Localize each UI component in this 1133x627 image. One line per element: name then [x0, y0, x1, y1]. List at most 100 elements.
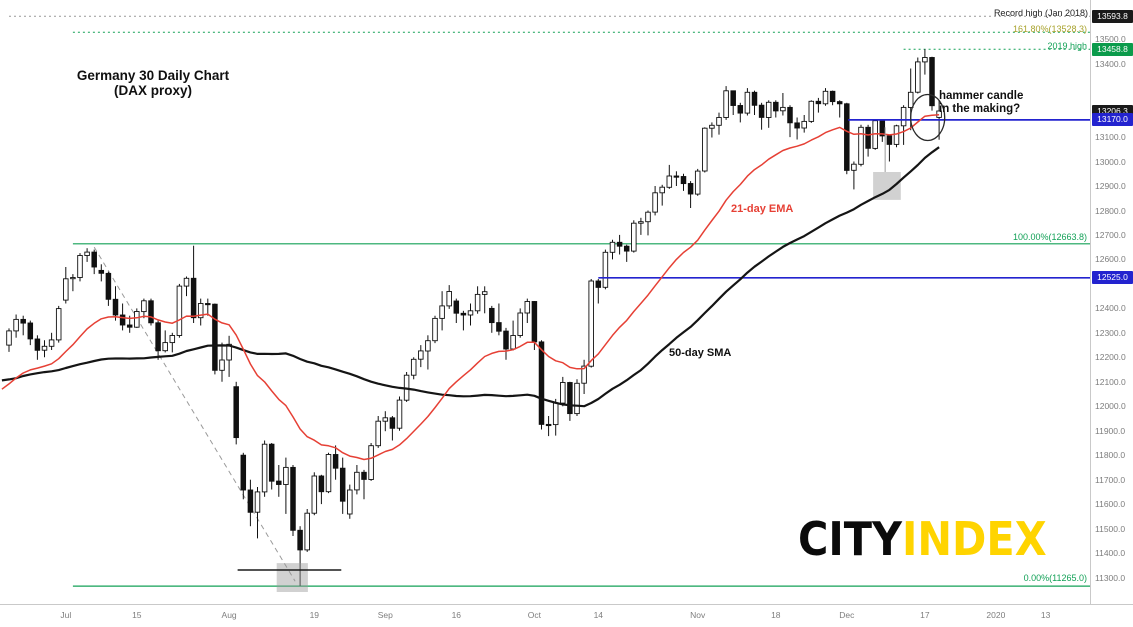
hammer-note-line1: hammer candle	[939, 90, 1024, 102]
y-axis-label: 12100.0	[1095, 376, 1126, 387]
candle-body	[822, 90, 829, 105]
candle-body	[20, 318, 26, 324]
x-axis-label: Aug	[221, 610, 237, 620]
fib-0-label: 0.00%(11265.0)	[1023, 573, 1087, 583]
x-axis-label: 17	[920, 610, 930, 620]
y-axis-label: 11800.0	[1095, 450, 1126, 461]
candle-body	[545, 423, 552, 427]
candle-body	[709, 124, 715, 129]
candle-body	[425, 340, 431, 352]
ema-line	[1, 114, 940, 461]
candle-body	[219, 359, 225, 371]
y-axis-label: 11500.0	[1095, 523, 1126, 534]
y-axis-label: 13400.0	[1095, 58, 1126, 69]
candle-body	[616, 241, 623, 247]
candle-body	[702, 127, 708, 172]
candle-body	[844, 103, 850, 171]
candle-body	[212, 303, 218, 371]
x-axis-label: 18	[771, 610, 781, 620]
candle-body	[552, 402, 559, 426]
candle-body	[141, 300, 147, 313]
candle-body	[254, 491, 261, 513]
candle-body	[574, 382, 580, 415]
candle-body	[48, 339, 55, 347]
candle-body	[240, 454, 247, 491]
y-axis-label: 11400.0	[1095, 548, 1126, 559]
ema-line-label: 21-day EMA	[731, 203, 794, 215]
hammer-note: hammer candle in the making?	[939, 90, 1023, 115]
x-axis-label: 13	[1040, 610, 1051, 620]
candle-body	[716, 117, 722, 126]
candle-body	[602, 251, 609, 288]
candle-body	[41, 345, 48, 351]
candle-body	[190, 277, 197, 319]
candle-body	[524, 301, 531, 314]
candle-body	[730, 90, 736, 106]
candle-body	[666, 175, 673, 188]
y-axis-label: 12300.0	[1095, 327, 1126, 338]
price-axis[interactable]: 13500.0 13400.0 13100.0 13000.0 12900.0 12800…	[1090, 0, 1133, 604]
candle-body	[645, 211, 651, 223]
candle-body	[496, 322, 502, 332]
candle-body	[268, 443, 275, 482]
candle-body	[126, 324, 133, 328]
hammer-note-line2: in the making?	[939, 102, 1021, 115]
sma-line	[1, 146, 940, 408]
candle-body	[318, 475, 325, 493]
candle-body	[915, 61, 921, 93]
candle-body	[538, 341, 545, 425]
y-axis-label: 12000.0	[1095, 401, 1126, 412]
candle-body	[247, 489, 254, 513]
candle-body	[581, 365, 587, 384]
y-axis-label: 12800.0	[1095, 205, 1126, 216]
candle-body	[687, 183, 694, 195]
candle-body	[375, 420, 381, 447]
chart-title-line1: Germany 30 Daily Chart	[76, 68, 230, 83]
x-axis-label: 2020	[986, 610, 1006, 620]
candle-body	[432, 317, 438, 342]
candle-body	[410, 358, 417, 376]
candle-body	[84, 251, 90, 256]
x-axis-label: 19	[309, 610, 320, 620]
candle-body	[276, 480, 282, 485]
candle-body	[765, 101, 772, 118]
candle-body	[567, 382, 573, 415]
candle-body	[836, 101, 843, 105]
candle-body	[829, 90, 836, 103]
y-axis-label: 12900.0	[1095, 181, 1126, 191]
candle-body	[148, 300, 154, 324]
candle-body	[893, 125, 900, 145]
y-axis-label: 11300.0	[1095, 572, 1126, 583]
candle-body	[290, 466, 296, 531]
sma-line-label: 50-day SMA	[669, 347, 732, 359]
time-axis[interactable]: Jul 15 Aug 19 Sep 16 Oct 14 Nov 18 Dec 17 2020 13	[0, 604, 1133, 627]
chart-title: Germany 30 Daily Chart (DAX proxy)	[57, 68, 249, 98]
candle-body	[183, 277, 190, 287]
candle-body	[34, 338, 41, 351]
candle-body	[780, 106, 786, 112]
candle-body	[27, 322, 34, 340]
candle-body	[63, 278, 69, 301]
candle-body	[162, 342, 168, 352]
candle-body	[283, 466, 289, 485]
candle-body	[70, 277, 76, 280]
candle-body	[382, 417, 389, 422]
candle-body	[169, 335, 176, 344]
record-high-label: Record high (Jan 2018)	[993, 8, 1088, 18]
x-axis-label: Oct	[527, 610, 541, 620]
y-axis-label: 12400.0	[1095, 303, 1126, 314]
candle-body	[886, 135, 893, 145]
candle-body	[396, 399, 403, 429]
price-badge: 13593.8	[1092, 9, 1133, 23]
candle-body	[631, 222, 637, 252]
candle-body	[354, 471, 360, 491]
candle-body	[389, 417, 396, 429]
x-axis-label: Sep	[377, 610, 393, 620]
candle-body	[332, 454, 339, 469]
price-chart-canvas[interactable]	[0, 0, 1090, 604]
y-axis-label: 11600.0	[1095, 499, 1126, 510]
candle-body	[453, 300, 460, 314]
candle-body	[304, 512, 310, 551]
highlight-box	[276, 563, 308, 592]
price-badge: 13170.0	[1092, 113, 1133, 127]
